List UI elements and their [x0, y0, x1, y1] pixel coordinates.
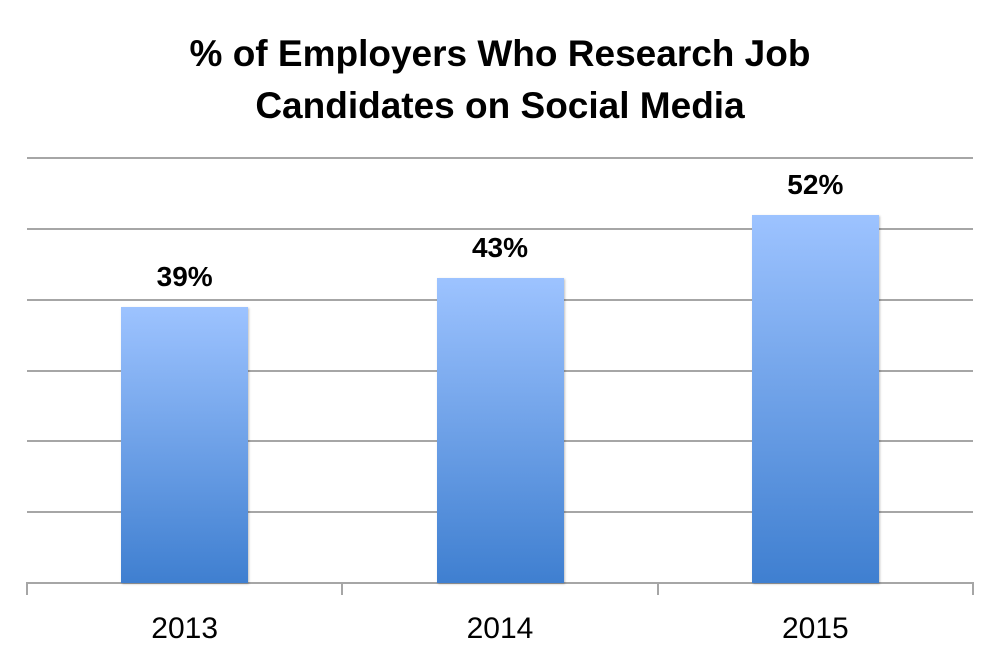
- x-axis-tick: [26, 582, 28, 595]
- bar-2014: [436, 278, 564, 583]
- data-label-2013: 39%: [156, 260, 213, 292]
- chart-title-line-1: % of Employers Who Research Job: [189, 33, 811, 74]
- x-axis-label-2015: 2015: [781, 612, 849, 645]
- x-axis-tick: [972, 582, 974, 595]
- data-label-2015: 52%: [787, 168, 844, 200]
- bar-2015: [751, 214, 879, 583]
- bar-2013: [121, 306, 249, 583]
- x-axis-label-2014: 2014: [466, 612, 534, 645]
- data-label-2014: 43%: [471, 232, 529, 264]
- gridline: [27, 227, 973, 230]
- x-axis-tick: [341, 582, 344, 595]
- chart-title-line-2: Candidates on Social Media: [255, 85, 745, 126]
- chart-title: % of Employers Who Research Job Candidat…: [0, 28, 1000, 132]
- x-axis-tick: [656, 582, 659, 595]
- gridline: [27, 157, 973, 159]
- x-axis-line: [27, 582, 973, 584]
- x-axis-label-2013: 2013: [151, 612, 219, 645]
